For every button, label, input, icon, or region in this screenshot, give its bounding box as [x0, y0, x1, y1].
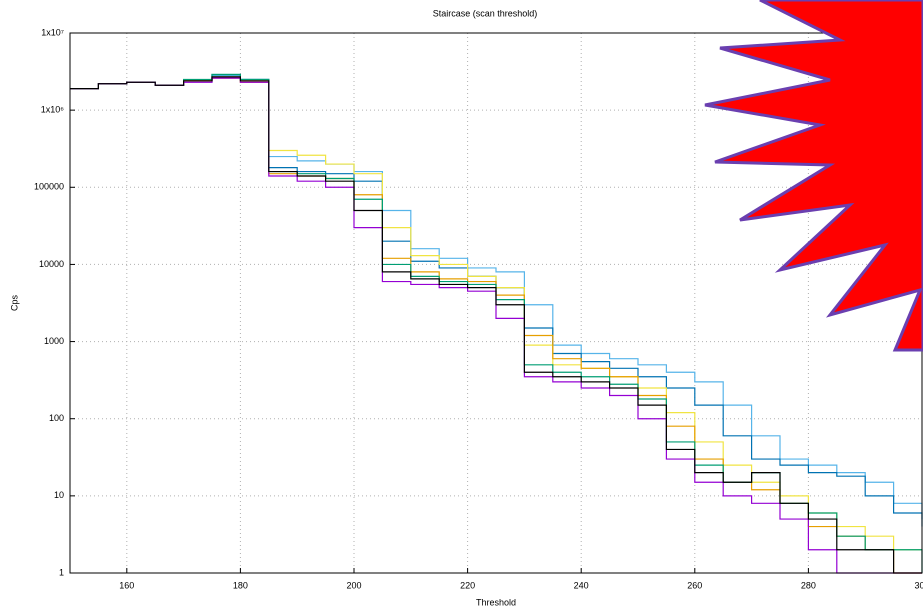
y-tick-label: 10	[54, 490, 64, 500]
plot-area: 1 10 100 1000 10000 100000 1x10⁶ 1x10⁷ 160 180 200…	[34, 27, 923, 590]
y-tick-label: 1x10⁷	[41, 27, 64, 37]
x-tick-label: 200	[346, 580, 361, 590]
y-axis-label: Cps	[9, 295, 19, 312]
y-tick-label: 1	[59, 567, 64, 577]
x-tick-label: 160	[119, 580, 134, 590]
x-tick-label: 220	[460, 580, 475, 590]
starburst-decoration	[704, 0, 923, 352]
x-tick-label: 300	[914, 580, 923, 590]
step-line	[70, 76, 922, 574]
y-tick-label: 100000	[34, 182, 64, 192]
x-axis-label: Threshold	[476, 597, 516, 607]
x-tick-label: 280	[801, 580, 816, 590]
y-tick-label: 1x10⁶	[41, 105, 65, 115]
y-tick-label: 10000	[39, 259, 64, 269]
x-tick-label: 180	[233, 580, 248, 590]
y-tick-label: 1000	[44, 336, 64, 346]
x-tick-label: 240	[574, 580, 589, 590]
chart-title: Staircase (scan threshold)	[433, 8, 538, 18]
x-tick-label: 260	[687, 580, 702, 590]
y-tick-label: 100	[49, 413, 64, 423]
